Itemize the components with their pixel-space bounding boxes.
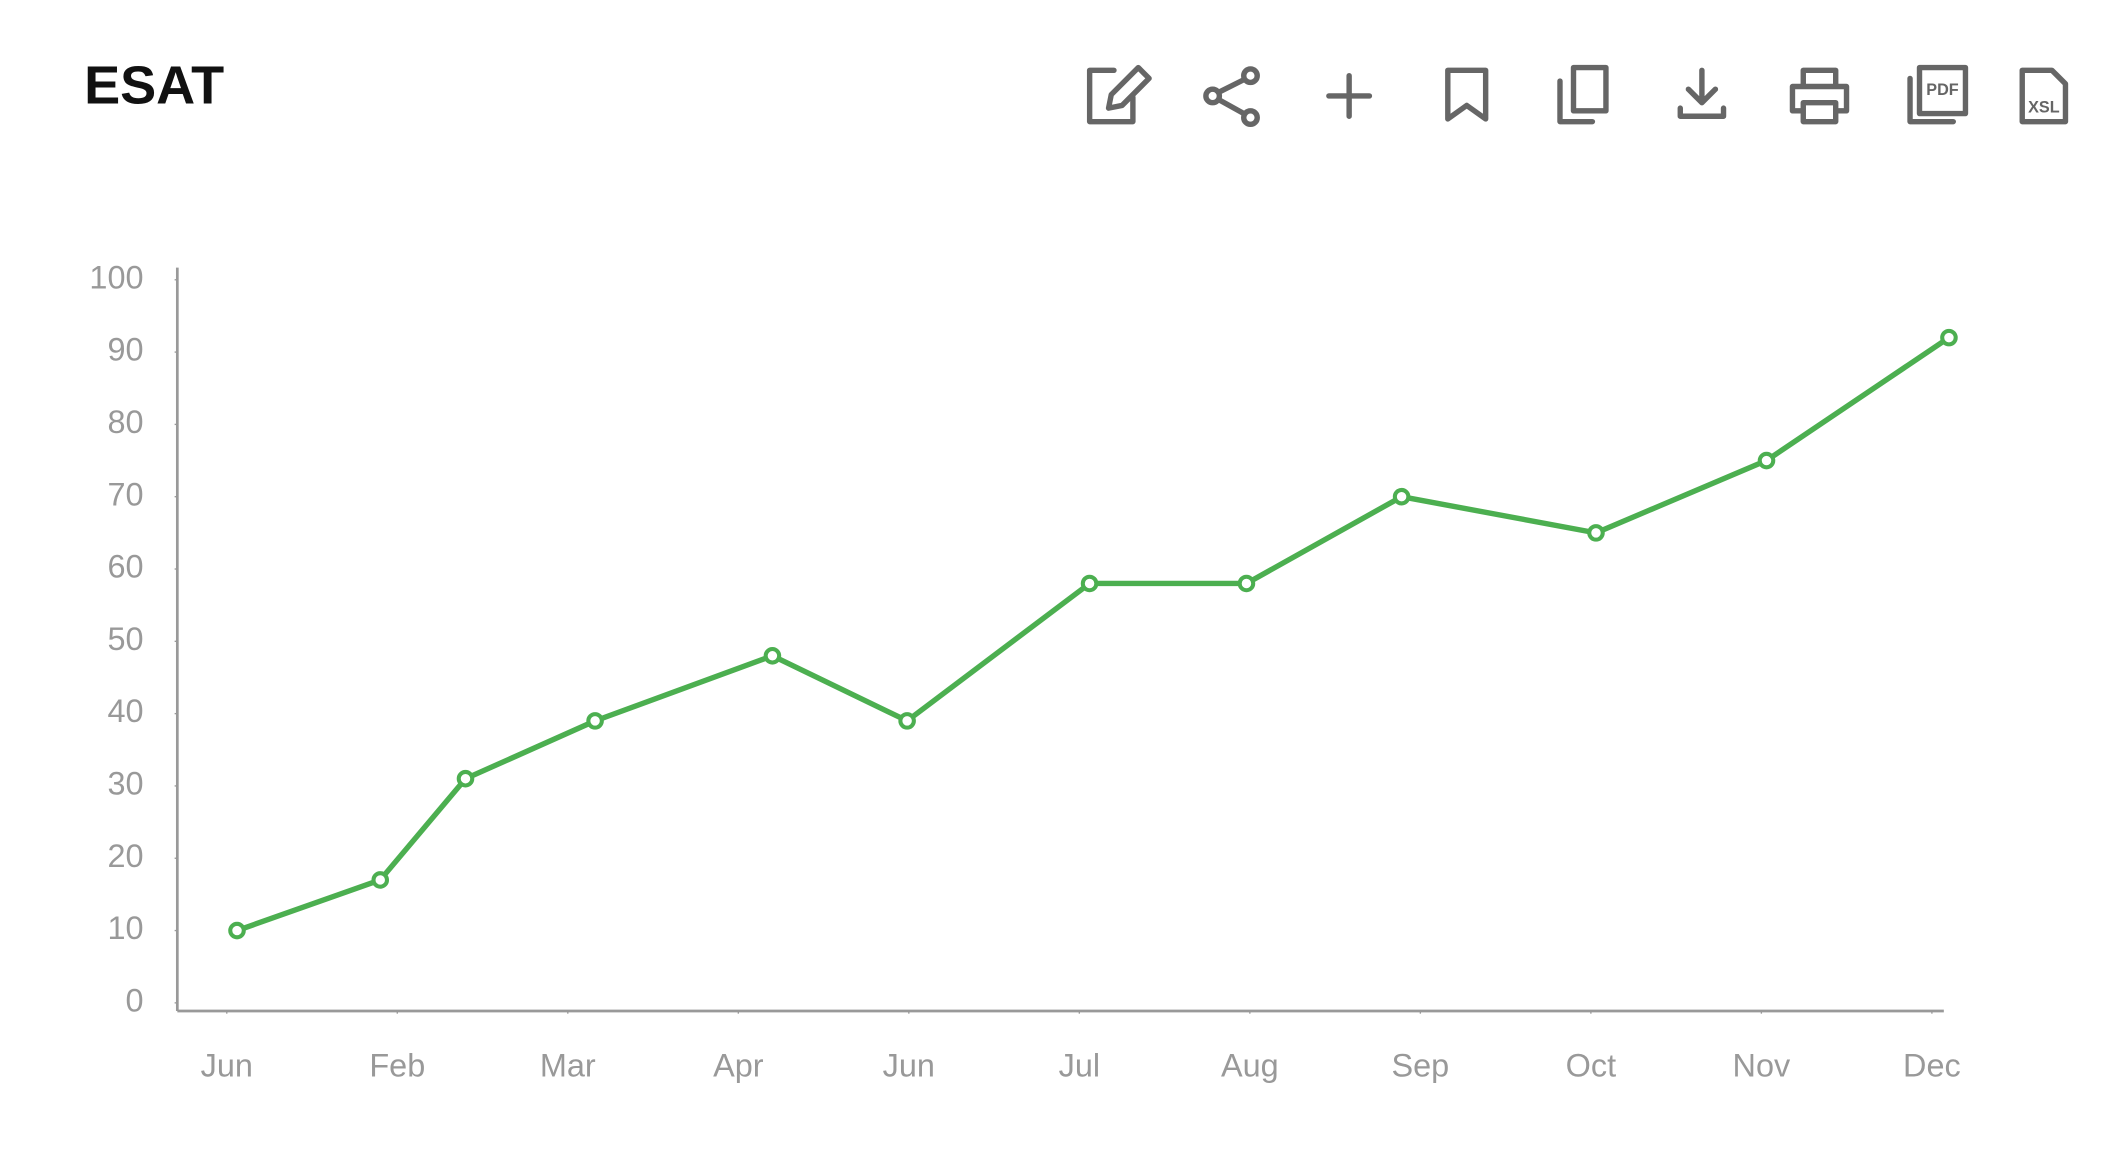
y-tick-label: 70 xyxy=(107,476,143,512)
download-icon[interactable] xyxy=(1677,67,1727,119)
x-tick-label: Jul xyxy=(1059,1047,1100,1083)
point xyxy=(586,712,604,730)
pdf-label: PDF xyxy=(1926,81,1959,99)
x-tick-label: Sep xyxy=(1392,1047,1450,1083)
x-tick-label: Nov xyxy=(1733,1047,1791,1083)
y-tick-label: 30 xyxy=(107,766,143,802)
print-icon[interactable] xyxy=(1789,67,1850,125)
pdf-icon[interactable]: PDF xyxy=(1907,64,1969,125)
x-tick-label: Apr xyxy=(713,1047,764,1083)
chart-title: ESAT xyxy=(84,55,224,115)
y-tick-label: 50 xyxy=(107,621,143,657)
point xyxy=(228,921,246,940)
point xyxy=(763,646,782,665)
xsl-icon[interactable]: XSL xyxy=(2019,67,2069,125)
x-tick-label: Jun xyxy=(883,1047,935,1083)
x-tick-label: Aug xyxy=(1221,1047,1279,1083)
y-tick-label: 100 xyxy=(89,259,143,295)
point xyxy=(1080,574,1099,593)
point xyxy=(371,871,390,889)
x-tick-label: Oct xyxy=(1566,1047,1616,1083)
copy-icon[interactable] xyxy=(1557,64,1609,125)
bookmark-icon[interactable] xyxy=(1445,67,1489,122)
x-tick-label: Mar xyxy=(540,1047,596,1083)
point xyxy=(898,712,916,730)
y-tick-label: 40 xyxy=(107,693,143,729)
point xyxy=(1392,487,1411,506)
y-tick-label: 0 xyxy=(125,982,143,1018)
point xyxy=(1940,328,1958,347)
x-tick-label: Dec xyxy=(1903,1047,1961,1083)
edit-icon[interactable] xyxy=(1086,64,1152,125)
y-tick-label: 10 xyxy=(107,910,143,946)
point xyxy=(1587,524,1605,542)
y-tick-label: 80 xyxy=(107,404,143,440)
point xyxy=(1237,574,1256,593)
toolbar: PDF XSL xyxy=(1086,64,2069,128)
point xyxy=(1757,451,1776,470)
share-icon[interactable] xyxy=(1203,66,1260,128)
y-tick-label: 60 xyxy=(107,549,143,585)
xsl-label: XSL xyxy=(2028,98,2060,116)
x-tick-label: Feb xyxy=(369,1047,425,1083)
y-tick-label: 90 xyxy=(107,332,143,368)
point xyxy=(456,769,475,788)
x-tick-label: Jun xyxy=(201,1047,253,1083)
y-tick-label: 20 xyxy=(107,838,143,874)
add-icon[interactable] xyxy=(1326,72,1373,119)
line xyxy=(236,335,1951,934)
